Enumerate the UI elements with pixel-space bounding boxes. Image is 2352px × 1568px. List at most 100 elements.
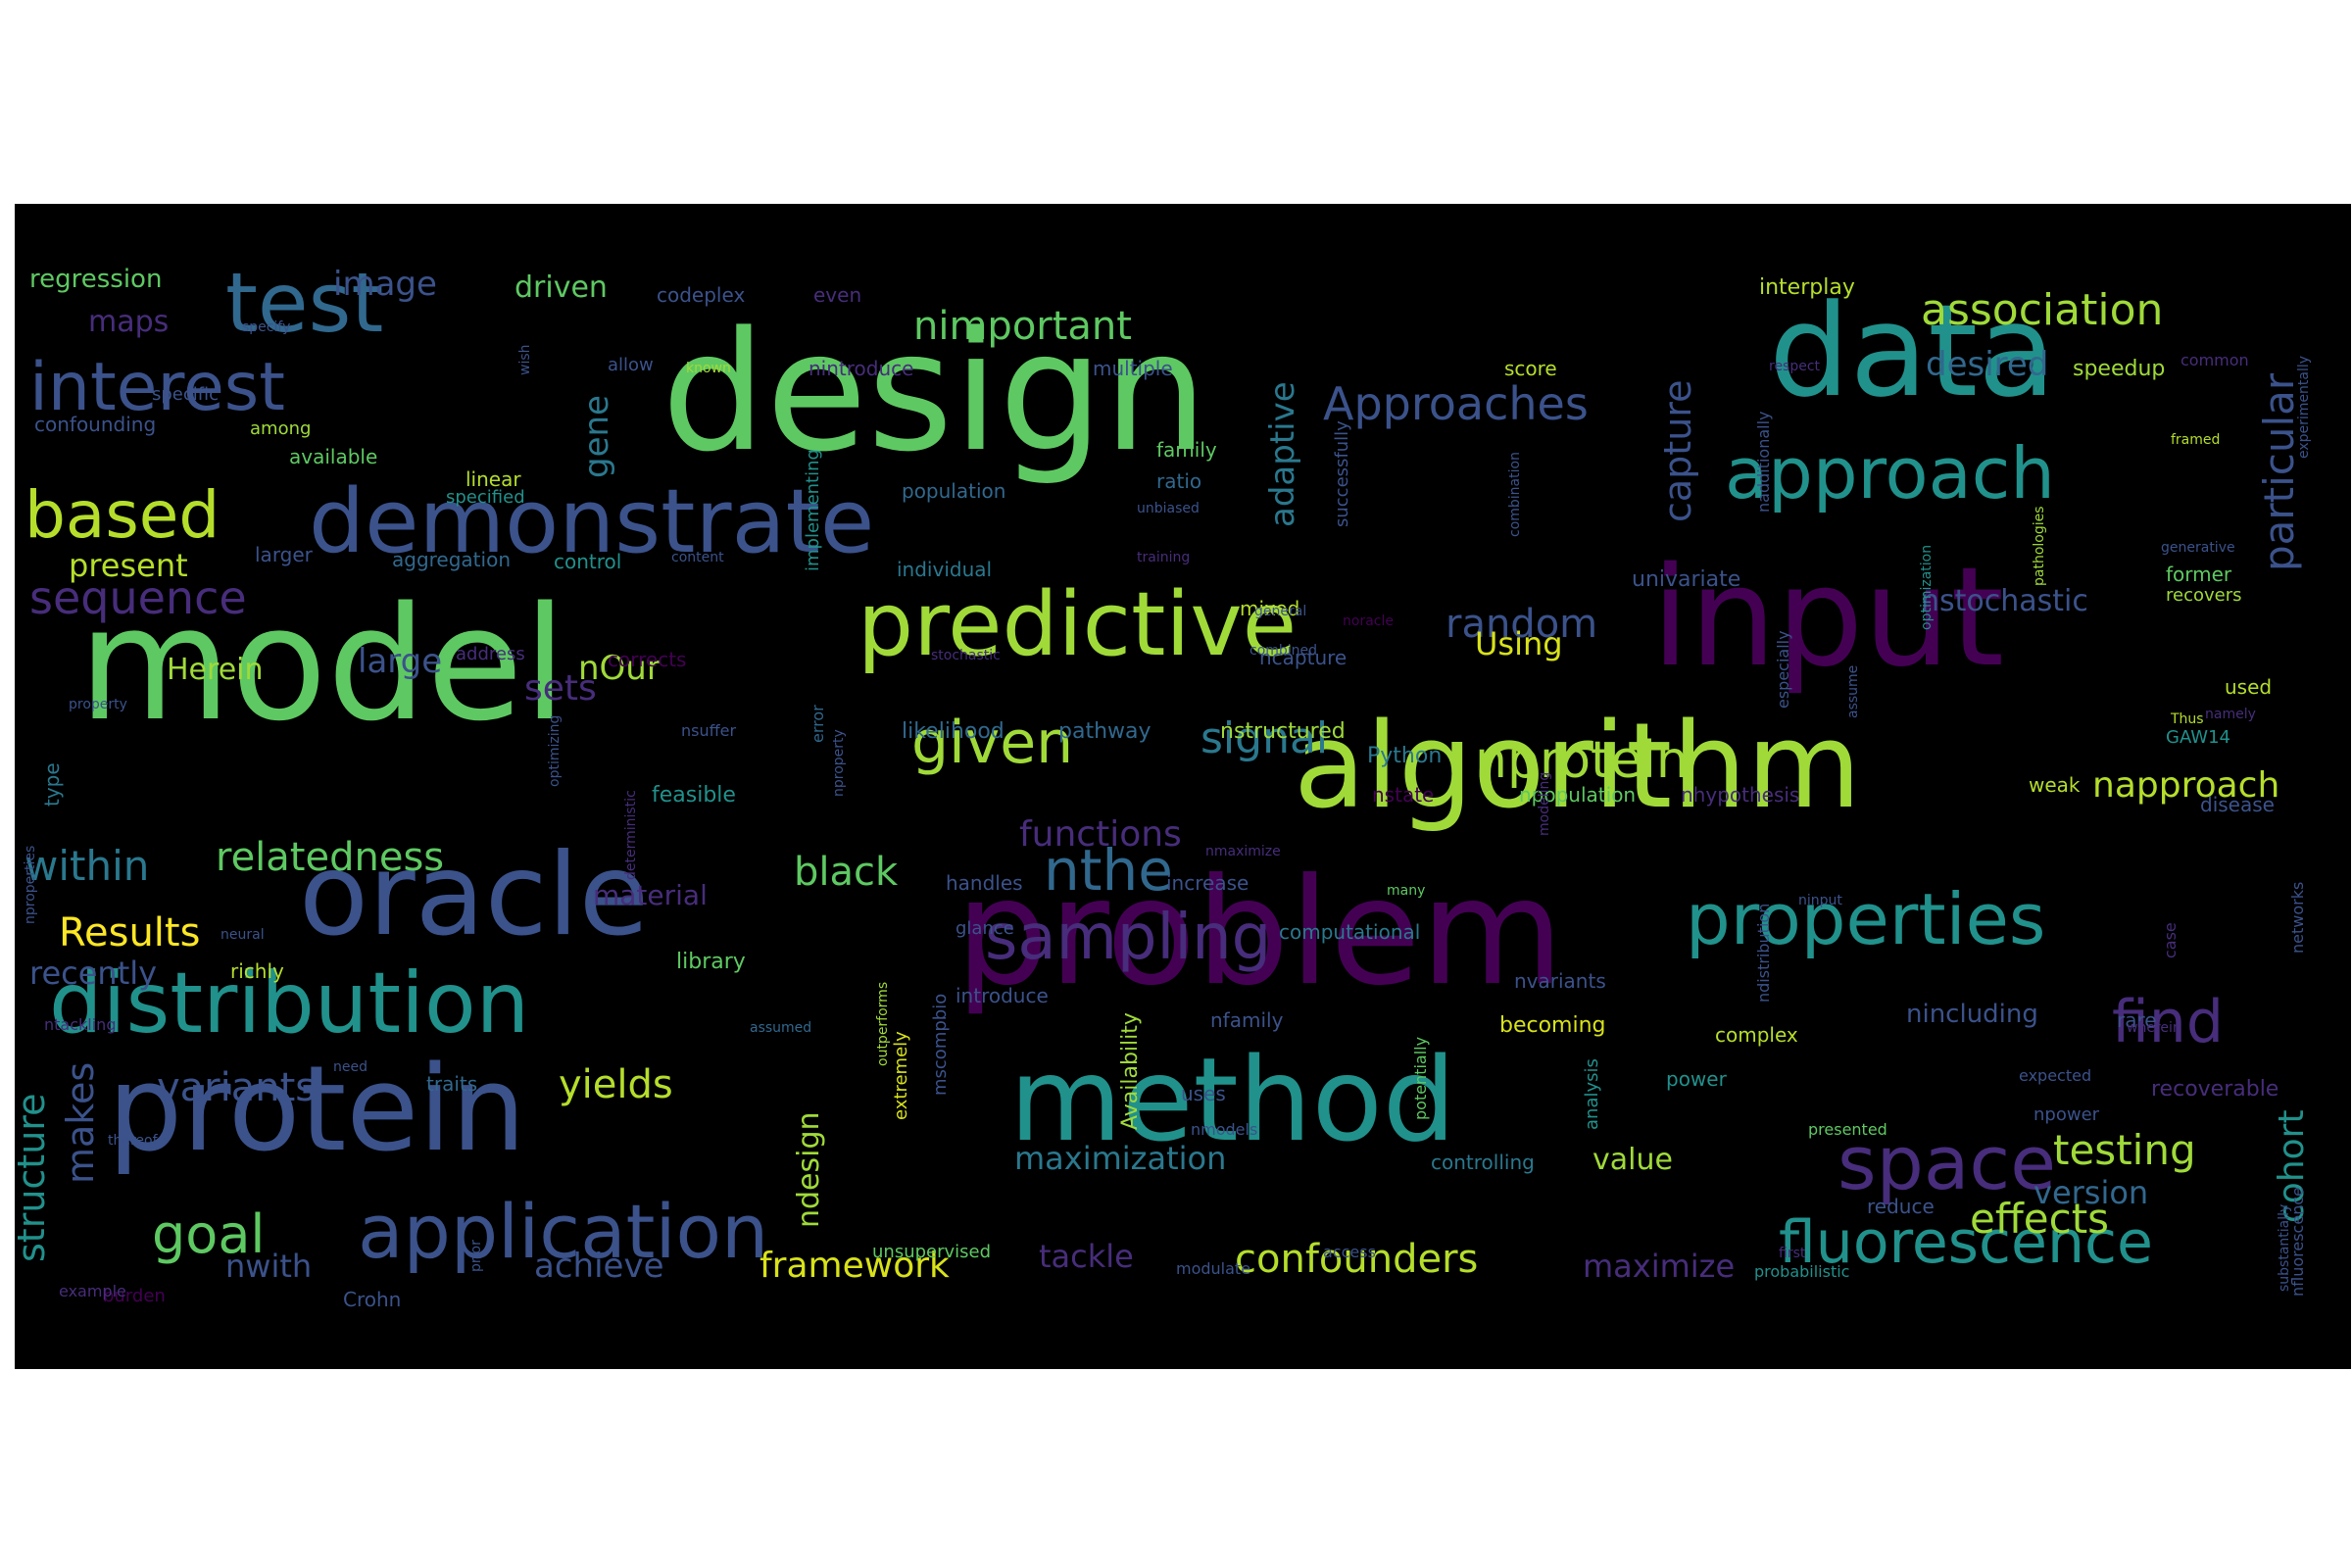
word-former: former [2166,563,2232,586]
word-probabilistic: probabilistic [1754,1262,1849,1281]
word-specify: specify [242,319,290,335]
word-individual: individual [897,558,992,581]
word-noracle: noracle [1343,613,1394,629]
word-approach: approach [1725,432,2055,514]
word-used: used [2225,675,2272,699]
word-address: address [456,644,525,664]
word-control: control [554,550,621,573]
word-relatedness: relatedness [216,835,444,880]
word-known: known [686,361,731,376]
word-nwherein: nwherein [363,1368,426,1369]
word-ndistribution: ndistribution [1754,904,1773,1003]
word-cloud-words: design model problem input data algorithm prot… [15,255,2312,1369]
word-nproperties: nproperties [23,846,38,924]
word-npopulation: npopulation [1519,783,1636,807]
word-becoming: becoming [1499,1013,1606,1038]
word-makes: makes [59,1062,102,1184]
word-many: many [1387,883,1425,899]
word-availability: Availability [1118,1012,1143,1130]
word-predictive: predictive [858,573,1297,676]
word-association: association [1921,285,2163,335]
word-herein: Herein [167,653,264,687]
word-driven: driven [514,270,608,305]
word-wherein: wherein [2127,1020,2181,1036]
word-implementing: implementing [803,449,823,571]
word-training: training [1137,550,1190,565]
word-combined: combined [1250,643,1317,659]
word-allow: allow [608,355,654,375]
word-recoverable: recoverable [2151,1077,2278,1102]
word-given: given [911,709,1073,777]
word-nour: nOur [578,649,661,688]
word-particular: particular [2255,372,2303,571]
word-large: large [358,642,442,681]
word-extremely: extremely [891,1031,911,1120]
word-feasible: feasible [652,783,736,808]
word-modeling: modeling [1537,772,1552,836]
word-gene: gene [577,395,616,478]
word-testing: testing [2053,1126,2196,1174]
word-approaches: Approaches [1323,377,1589,430]
word-nstochastic: nstochastic [1921,584,2088,618]
word-optimization: optimization [1919,545,1935,630]
word-specified: specified [446,487,525,508]
word-linear: linear [466,467,521,491]
word-unbiased: unbiased [1137,501,1200,516]
word-design: design [662,296,1207,488]
word-univariate: univariate [1632,567,1740,592]
word-potentially: potentially [1411,1037,1430,1120]
word-presented: presented [1808,1120,1887,1139]
word-assume: assume [1845,665,1861,718]
word-handles: handles [946,871,1023,895]
word-namely: namely [2205,707,2256,722]
word-confounding: confounding [34,413,156,436]
word-substantially: substantially [2277,1204,2292,1292]
word-increase: increase [1166,871,1249,895]
word-fluorescence: fluorescence [1779,1208,2153,1277]
word-specific: specific [152,384,219,405]
word-gaw14: GAW14 [2166,727,2230,748]
word-nadditionally: nadditionally [1754,411,1773,513]
word-nfluorescence: nfluorescence [2288,1187,2307,1297]
word-reduce: reduce [1867,1195,1935,1218]
word-pathway: pathway [1058,719,1152,744]
word-framework: framework [760,1246,950,1286]
word-ndesign: ndesign [792,1111,826,1228]
word-traits: traits [426,1072,477,1096]
word-nstate: nstate [1372,783,1434,807]
word-within: within [24,842,149,890]
word-sampling: sampling [985,902,1271,974]
word-sequence: sequence [29,571,247,624]
word-value: value [1592,1143,1673,1177]
word-cloud-canvas: design model problem input data algorithm prot… [15,204,2351,1369]
word-assumed: assumed [750,1020,811,1036]
word-distribution: distribution [49,955,529,1053]
word-first: first [1779,1246,1806,1261]
word-stochastic: stochastic [931,648,1001,663]
word-cloud: design model problem input data algorithm prot… [15,204,2351,1369]
word-nmaximize: nmaximize [1205,844,1281,859]
word-interplay: interplay [1759,275,1855,300]
word-aggregation: aggregation [392,548,511,571]
word-oracle: oracle [299,829,649,961]
word-present: present [69,547,188,584]
word-problem: problem [956,848,1564,1018]
word-among: among [250,418,311,439]
word-content: content [671,550,724,565]
word-yields: yields [559,1062,673,1107]
word-nprotein: nprotein [1475,731,1689,790]
word-library: library [676,950,746,974]
word-computational: computational [1279,920,1420,944]
word-uses: uses [1181,1082,1226,1105]
word-based: based [24,477,220,553]
word-modulate: modulate [1176,1259,1250,1278]
word-generative: generative [2161,540,2235,556]
word-rare: rare [2117,1008,2157,1032]
word-score: score [1504,357,1557,380]
word-general: general [1254,604,1306,619]
word-ninput: ninput [1798,893,1842,908]
word-pathologies: pathologies [2032,506,2047,586]
word-cohort: cohort [2272,1109,2312,1223]
word-mscompbio: mscompbio [930,994,951,1096]
word-multiple: multiple [1093,357,1173,380]
